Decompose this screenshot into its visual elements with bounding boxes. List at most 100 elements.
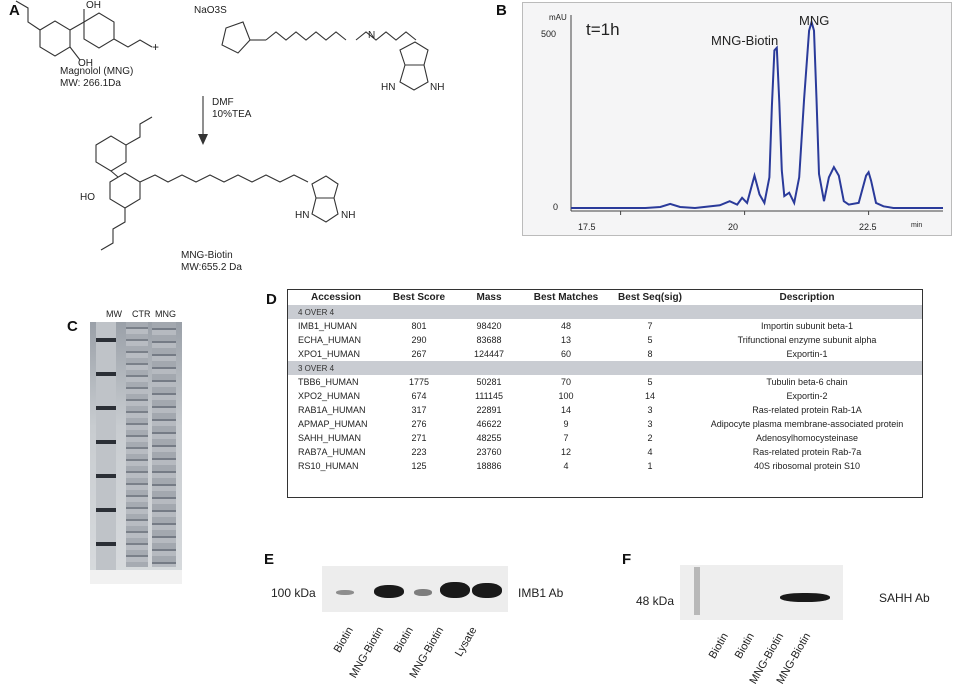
atom-oh-top: OH [86, 0, 101, 11]
table-cell: 18886 [476, 461, 502, 471]
table-row: XPO2_HUMAN 674 111145 100 14 Exportin-2 [288, 389, 922, 403]
table-cell: Importin subunit beta-1 [760, 321, 854, 331]
y-unit-label: mAU [549, 13, 567, 22]
table-cell: RAB1A_HUMAN [298, 405, 366, 415]
lane-label-mng: MNG [155, 309, 176, 319]
ctr-lane [126, 322, 148, 567]
table-row: RAB7A_HUMAN 223 23760 12 4 Ras-related protei… [288, 445, 922, 459]
group-label: 3 OVER 4 [288, 361, 922, 375]
table-cell: ECHA_HUMAN [298, 335, 362, 345]
mng-lane [152, 322, 176, 567]
protein-id-table: Accession Best Score Mass Best Matches B… [287, 289, 923, 498]
table-cell: 14 [560, 405, 571, 415]
atom-hn-reagent: HN [381, 82, 396, 93]
table-cell: 3 [647, 405, 653, 415]
table-cell: 317 [411, 405, 427, 415]
table-cell: 48255 [476, 433, 502, 443]
table-cell: Ras-related protein Rab-7a [752, 447, 862, 457]
product-name: MNG-Biotin [181, 250, 233, 261]
band-e2 [374, 585, 404, 598]
reaction-scheme [15, 0, 429, 251]
table-cell: 48 [560, 321, 571, 331]
atom-nh-reagent: NH [430, 82, 445, 93]
atom-n-reagent: N [368, 30, 376, 41]
biotin-ring-top [399, 41, 429, 66]
table-row: SAHH_HUMAN 271 48255 7 2 Adenosylhomocysteina… [288, 431, 922, 445]
table-cell: 60 [560, 349, 571, 359]
magnolol-mw: MW: 266.1Da [60, 78, 121, 89]
table-cell: 124447 [473, 349, 505, 359]
table-cell: 125 [411, 461, 427, 471]
table-cell: 8 [647, 349, 653, 359]
magnolol-name: Magnolol (MNG) [60, 66, 134, 77]
table-cell: APMAP_HUMAN [298, 419, 368, 429]
solvent-label: DMF [212, 97, 234, 108]
table-cell: 111145 [474, 391, 504, 401]
col-mass: Mass [476, 292, 502, 303]
band-f [780, 593, 830, 602]
table-row: IMB1_HUMAN 801 98420 48 7 Importin subunit be… [288, 319, 922, 333]
blot-e-lane-3: Biotin [392, 625, 417, 655]
table-cell: 4 [647, 447, 653, 457]
table-row: APMAP_HUMAN 276 46622 9 3 Adipocyte plasma me… [288, 417, 922, 431]
band-e5 [472, 583, 502, 598]
western-blot-f [680, 565, 843, 620]
table-body: 4 OVER 4 IMB1_HUMAN 801 98420 48 7 Importin su… [288, 305, 922, 473]
group-label: 4 OVER 4 [288, 305, 922, 319]
atom-ho-product: HO [80, 192, 95, 203]
table-header-row: Accession Best Score Mass Best Matches B… [288, 290, 922, 305]
col-description: Description [779, 292, 835, 303]
western-blot-e [322, 566, 508, 612]
peak-label-mng-biotin: MNG-Biotin [711, 33, 779, 48]
table-cell: RS10_HUMAN [298, 461, 359, 471]
table-cell: 2 [647, 433, 653, 443]
biotin-ring-bottom [399, 64, 429, 91]
table-cell: 801 [411, 321, 427, 331]
table-group-row: 4 OVER 4 [288, 305, 922, 319]
table-cell: 5 [647, 335, 653, 345]
band-e4 [440, 582, 470, 598]
table-cell: 83688 [476, 335, 502, 345]
table-cell: 22891 [476, 405, 502, 415]
table-row: XPO1_HUMAN 267 124447 60 8 Exportin-1 [288, 347, 922, 361]
product-ring-top [95, 135, 127, 172]
table-cell: Exportin-2 [786, 391, 828, 401]
x-tick-22-5: 22.5 [859, 222, 877, 232]
blot-f-lane-1: Biotin [707, 631, 732, 661]
x-unit-label: min [911, 222, 923, 229]
table-cell: 271 [411, 433, 427, 443]
table-cell: 12 [560, 447, 571, 457]
col-best-seq: Best Seq(sig) [618, 292, 682, 303]
x-tick-17-5: 17.5 [578, 222, 596, 232]
table-cell: 1 [647, 461, 653, 471]
plus-sign: + [152, 40, 160, 54]
panel-label-a: A [9, 2, 20, 19]
nhs-ring [221, 21, 251, 54]
table-cell: 276 [411, 419, 427, 429]
product-biotin-bottom [311, 197, 339, 223]
table-cell: 4 [563, 461, 569, 471]
blot-e-antibody: IMB1 Ab [518, 586, 564, 600]
table-cell: 674 [411, 391, 427, 401]
magnolol-ring-left [39, 20, 71, 57]
blot-f-lane-2: Biotin [733, 631, 758, 661]
table-cell: Adipocyte plasma membrane-associated pro… [710, 419, 904, 429]
product-biotin-top [311, 175, 339, 199]
base-label: 10%TEA [212, 109, 252, 120]
table-cell: 23760 [476, 447, 502, 457]
table-cell: 1775 [408, 377, 430, 387]
panel-label-e: E [264, 551, 275, 568]
reagent-sulfonate-label: NaO3S [194, 5, 227, 16]
chromatogram-frame: mAU 500 0 t=1h MNG-Biotin MNG 17.5 20 22… [522, 2, 952, 236]
table-cell: 13 [560, 335, 571, 345]
y-tick-0: 0 [553, 202, 559, 212]
table-row: ECHA_HUMAN 290 83688 13 5 Trifunctional enzym… [288, 333, 922, 347]
table-cell: 14 [644, 391, 655, 401]
blot-f-antibody: SAHH Ab [879, 591, 930, 605]
blot-e-marker: 100 kDa [271, 586, 316, 600]
table-cell: 267 [411, 349, 427, 359]
lane-label-mw: MW [106, 309, 122, 319]
table-cell: 9 [563, 419, 569, 429]
band-e1 [336, 590, 354, 595]
time-label: t=1h [586, 20, 620, 39]
